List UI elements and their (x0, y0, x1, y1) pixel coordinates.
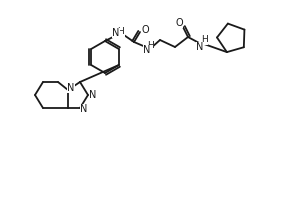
Text: N: N (67, 83, 75, 93)
Text: H: H (118, 27, 124, 36)
Text: N: N (143, 45, 151, 55)
Text: H: H (201, 36, 207, 45)
Text: N: N (196, 42, 204, 52)
Text: N: N (80, 104, 88, 114)
Text: H: H (147, 40, 153, 49)
Text: N: N (89, 90, 97, 100)
Text: O: O (175, 18, 183, 28)
Text: N: N (112, 28, 120, 38)
Text: O: O (141, 25, 149, 35)
